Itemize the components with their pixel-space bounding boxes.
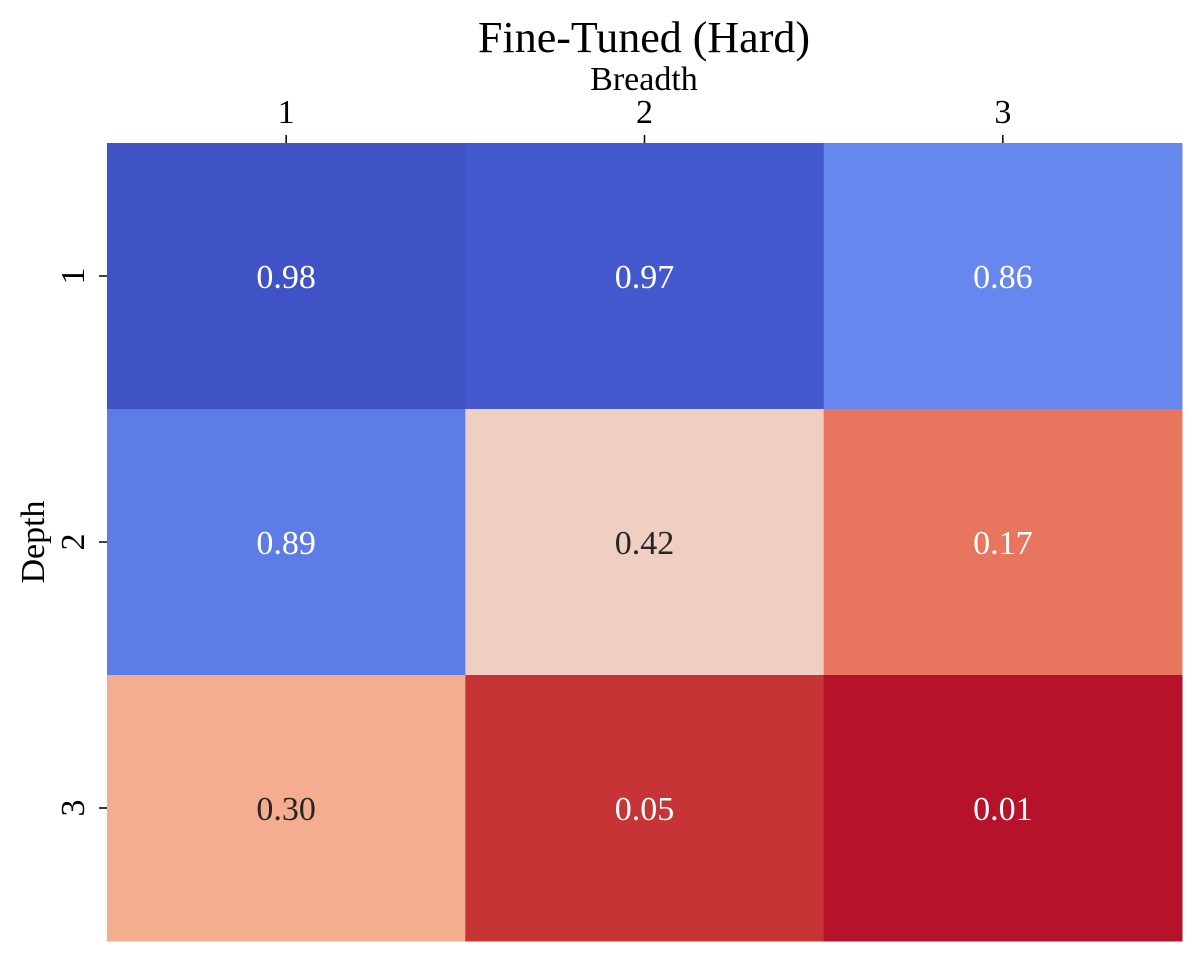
- cell-value-label: 0.86: [973, 259, 1033, 296]
- y-axis-label: Depth: [15, 500, 52, 583]
- cell-value-label: 0.17: [973, 525, 1033, 562]
- cell-value-label: 0.30: [256, 791, 316, 828]
- y-axis-ticks: 1 2 3: [55, 268, 107, 817]
- heatmap-cell: [107, 409, 466, 676]
- cell-value-label: 0.42: [615, 525, 675, 562]
- x-axis-ticks: 1 2 3: [278, 94, 1011, 143]
- heatmap-cell: [823, 675, 1183, 942]
- heatmap-cell: [465, 143, 825, 410]
- heatmap-cell: [107, 675, 466, 942]
- heatmap-cell: [823, 143, 1183, 410]
- cell-value-label: 0.98: [256, 259, 316, 296]
- y-tick-label: 1: [55, 268, 92, 285]
- cell-value-label: 0.97: [615, 259, 675, 296]
- x-tick-label: 3: [994, 94, 1011, 131]
- x-tick-label: 1: [278, 94, 295, 131]
- cell-value-label: 0.05: [615, 791, 675, 828]
- cell-value-label: 0.01: [973, 791, 1033, 828]
- heatmap-cell: [823, 409, 1183, 676]
- heatmap-cells: 0.98 0.97 0.86 0.89 0.42 0.17 0.30 0.05 0.01: [107, 143, 1183, 942]
- heatmap-cell: [107, 143, 466, 410]
- x-tick-label: 2: [636, 94, 653, 131]
- heatmap-cell: [465, 675, 825, 942]
- heatmap-cell: [465, 409, 825, 676]
- x-axis-label: Breadth: [590, 61, 698, 98]
- chart-title: Fine-Tuned (Hard): [478, 13, 810, 62]
- cell-value-label: 0.89: [256, 525, 316, 562]
- y-tick-label: 3: [55, 800, 92, 817]
- y-tick-label: 2: [55, 534, 92, 551]
